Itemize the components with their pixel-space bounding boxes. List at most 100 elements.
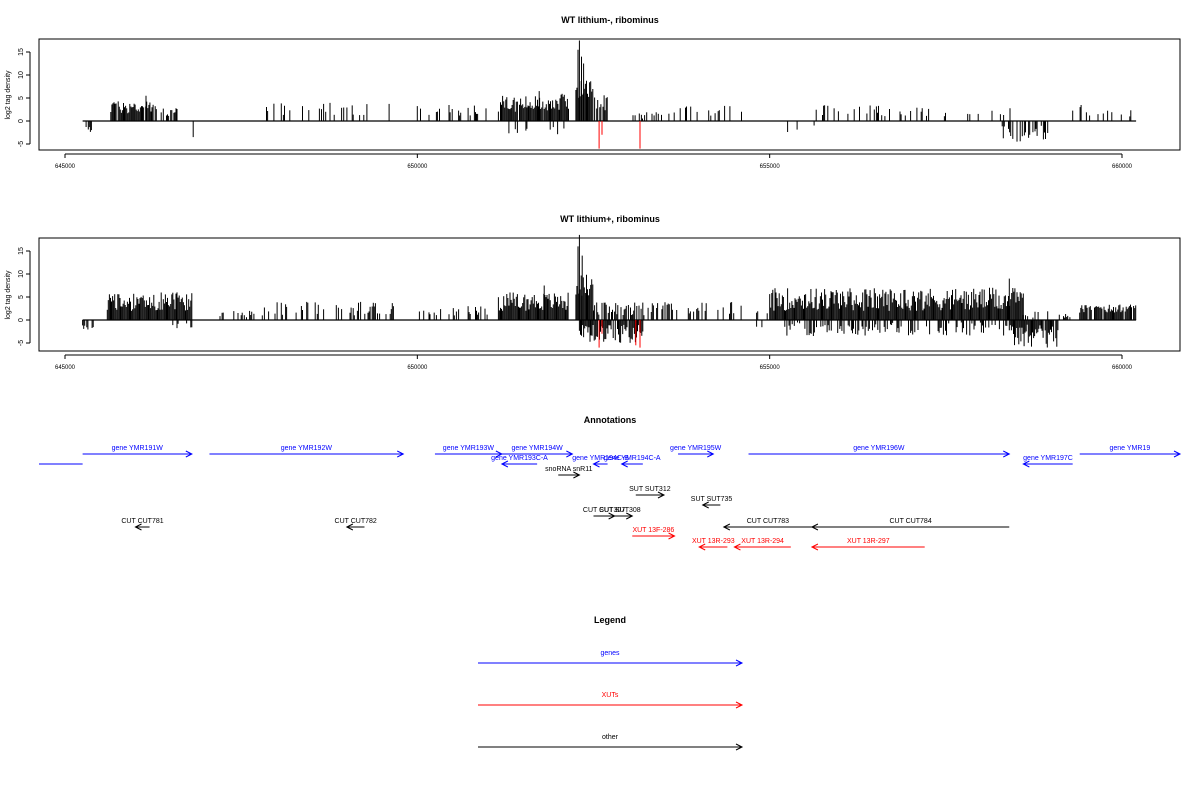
feature-label: CUT CUT784: [889, 518, 931, 525]
feature-label: XUT 13F-286: [632, 527, 674, 534]
y-axis-label: log2 tag density: [5, 270, 12, 320]
arrowhead-right-icon: [707, 450, 715, 458]
y-tick-label: 10: [18, 270, 25, 278]
arrowhead-left-icon: [134, 523, 142, 531]
feature-gene: gene YMR194C-A: [604, 455, 661, 468]
arrowhead-left-icon: [701, 501, 709, 509]
arrowhead-left-icon: [592, 460, 600, 468]
arrowhead-right-icon: [566, 450, 574, 458]
feature-label: gene YMR19: [1109, 445, 1150, 452]
feature-label: gene YMR192W: [281, 445, 333, 452]
x-tick-label: 650000: [407, 365, 428, 371]
legend-title: Legend: [594, 615, 626, 625]
feature-label: snoRNA snR11: [545, 466, 592, 473]
x-axis: 645000 650000 655000 660000: [55, 153, 1133, 170]
coverage-panel-minus: WT lithium-, ribominus log2 tag density …: [5, 15, 1181, 170]
arrowhead-right-icon: [185, 450, 193, 458]
arrowhead-right-icon: [1173, 450, 1182, 458]
feature-gene: gene YMR194W: [501, 445, 574, 458]
panel-title: WT lithium-, ribominus: [561, 15, 659, 25]
arrowhead-left-icon: [1022, 460, 1030, 468]
feature-xut: XUT 13R-293: [692, 538, 735, 551]
feature-label: CUT CUT307: [583, 507, 625, 514]
feature-label: SUT SUT312: [629, 486, 671, 493]
arrowhead-right-icon: [1003, 450, 1011, 458]
feature-other: SUT SUT735: [691, 496, 733, 509]
y-tick-label: 0: [18, 119, 25, 123]
feature-label: gene YMR196W: [853, 445, 905, 452]
feature-label: XUT 13R-297: [847, 538, 890, 545]
arrowhead-right-icon: [668, 532, 676, 540]
feature-other: CUT CUT783: [722, 518, 812, 531]
plot-frame: [38, 38, 1181, 151]
arrowhead-right-icon: [657, 491, 666, 499]
arrowhead-left-icon: [810, 523, 819, 531]
y-tick-label: 5: [18, 295, 25, 299]
y-tick-label: 15: [18, 48, 25, 56]
arrowhead-right-icon: [735, 659, 744, 667]
annotations-title: Annotations: [584, 415, 637, 425]
feature-xut: XUT 13R-297: [810, 538, 925, 551]
feature-label: gene YMR194W: [512, 445, 564, 452]
y-tick-label: 5: [18, 96, 25, 100]
y-tick-label: 10: [18, 71, 25, 79]
feature-xut: XUT 13R-294: [733, 538, 791, 551]
arrowhead-left-icon: [733, 543, 741, 551]
plot-frame: [38, 237, 1181, 352]
feature-other: SUT SUT312: [629, 486, 671, 499]
legend-item-other: other: [478, 734, 744, 751]
feature-other: SUT SUT308: [599, 507, 641, 520]
feature-other: CUT CUT784: [810, 518, 1010, 531]
feature-label: XUT 13R-294: [741, 538, 784, 545]
arrowhead-left-icon: [722, 523, 731, 531]
arrowhead-left-icon: [345, 523, 354, 531]
arrowhead-left-icon: [698, 543, 706, 551]
annotations-panel: Annotations gene YMR191W gene YMR192W gene…: [39, 415, 1182, 551]
arrowhead-left-icon: [500, 460, 509, 468]
y-axis: -5 0 5 10 15: [18, 247, 31, 346]
x-axis: 645000 650000 655000 660000: [55, 354, 1133, 371]
bars-layer: [82, 40, 1137, 149]
feature-label: SUT SUT735: [691, 496, 733, 503]
feature-gene: gene YMR19: [1079, 445, 1182, 458]
feature-gene: gene YMR191W: [82, 445, 193, 458]
legend-item-gene: genes: [478, 650, 744, 667]
y-tick-label: 0: [18, 318, 25, 322]
bars-layer: [82, 234, 1137, 348]
feature-label: gene YMR193C-A: [491, 455, 548, 462]
feature-label: SUT SUT308: [599, 507, 641, 514]
y-axis-label: log2 tag density: [5, 70, 12, 120]
feature-gene: gene YMR192W: [209, 445, 405, 458]
y-tick-label: -5: [18, 141, 25, 147]
arrowhead-left-icon: [810, 543, 819, 551]
feature-gene: gene YMR193C-A: [491, 455, 548, 468]
feature-other: CUT CUT781: [121, 518, 164, 531]
feature-label: gene YMR195W: [670, 445, 722, 452]
x-tick-label: 645000: [55, 365, 76, 371]
arrowhead-right-icon: [626, 512, 634, 520]
features-layer: gene YMR191W gene YMR192W gene YMR193W gene…: [39, 445, 1182, 551]
arrowhead-right-icon: [573, 471, 581, 479]
feature-other: snoRNA snR11: [545, 466, 593, 479]
arrowhead-left-icon: [620, 460, 628, 468]
x-tick-label: 655000: [760, 365, 781, 371]
feature-other: CUT CUT782: [335, 518, 377, 531]
feature-label: gene YMR194C-A: [604, 455, 661, 462]
feature-label: XUT 13R-293: [692, 538, 735, 545]
legend-label: genes: [600, 650, 620, 657]
x-tick-label: 650000: [407, 164, 428, 170]
panel-title: WT lithium+, ribominus: [560, 214, 660, 224]
feature-label: CUT CUT783: [747, 518, 789, 525]
legend-label: XUTs: [602, 692, 619, 699]
feature-label: CUT CUT782: [335, 518, 377, 525]
feature-gene: gene YMR196W: [748, 445, 1011, 458]
feature-xut: XUT 13F-286: [632, 527, 676, 540]
arrowhead-right-icon: [397, 450, 405, 458]
y-tick-label: 15: [18, 247, 25, 255]
feature-label: gene YMR194C-B: [572, 455, 629, 462]
x-tick-label: 660000: [1112, 164, 1133, 170]
x-tick-label: 645000: [55, 164, 76, 170]
feature-gene: gene YMR194C-B: [572, 455, 629, 468]
legend-panel: Legend genes XUTs other: [478, 615, 744, 751]
